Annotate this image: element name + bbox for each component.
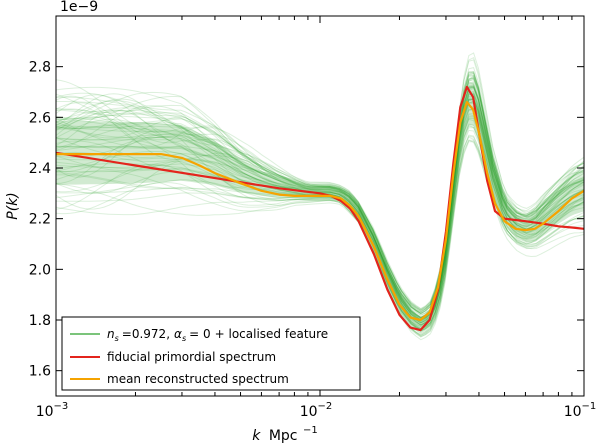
y-tick-label: 2.4 [29, 161, 51, 177]
realisation-line [56, 52, 584, 314]
x-axis-label: k Mpc −1 [252, 425, 317, 444]
realisation-line [56, 125, 584, 332]
x-tick-exp: −3 [54, 401, 69, 412]
realisation-line [56, 74, 584, 310]
y-tick-label: 1.8 [29, 313, 51, 329]
legend-box [61, 316, 361, 391]
realisation-line [56, 139, 584, 332]
legend-label-fiducial: fiducial primordial spectrum [107, 350, 276, 364]
legend-as: α [174, 327, 182, 341]
x-axis-label-unit: Mpc [269, 428, 298, 444]
svg-text:k Mpc −1: k Mpc −1 [252, 425, 317, 444]
realisation-line [56, 79, 584, 319]
realisation-line [56, 127, 584, 336]
realisation-line [56, 75, 584, 323]
realisation-line [56, 77, 584, 318]
realisation-line [56, 92, 584, 322]
legend-label-band: ns =0.972, αs = 0 + localised feature [107, 327, 328, 343]
y-tick-label: 2.6 [29, 110, 51, 126]
realisation-line [56, 77, 584, 315]
realisation-line [56, 73, 584, 315]
realisation-line [56, 82, 584, 313]
realisation-line [56, 87, 584, 320]
realisation-line [56, 90, 584, 321]
realisation-line [56, 75, 584, 312]
realisation-line [56, 70, 584, 313]
realisation-line [56, 95, 584, 315]
mean-reconstructed-line [56, 101, 584, 322]
y-axis-label: P(k) [5, 192, 21, 219]
realisation-line [56, 76, 584, 321]
x-axis-label-exp: −1 [303, 425, 318, 436]
realisation-line [56, 71, 584, 314]
legend-label-mean: mean reconstructed spectrum [107, 372, 289, 386]
series-lines [56, 85, 584, 332]
realisation-line [56, 98, 584, 316]
y-tick-label: 1.6 [29, 364, 51, 380]
legend: ns =0.972, αs = 0 + localised feature fiduci… [61, 316, 361, 391]
realisation-line [56, 86, 584, 319]
x-tick-label: 10−2 [300, 401, 333, 420]
realisation-line [56, 86, 584, 319]
realisation-line [56, 86, 584, 311]
x-tick-base: 10 [300, 404, 318, 420]
realisation-line [56, 84, 584, 320]
legend-as-val: = 0 [189, 327, 211, 341]
realisation-line [56, 67, 584, 311]
y-tick-label: 2.2 [29, 212, 51, 228]
realisation-line [56, 91, 584, 321]
realisation-line [56, 77, 584, 318]
x-tick-exp: −1 [582, 401, 597, 412]
realisation-line [56, 123, 584, 332]
legend-as-sub: s [182, 334, 186, 343]
realisation-line [56, 93, 584, 322]
realisation-line [56, 98, 584, 326]
realisation-line [56, 71, 584, 313]
realisation-line [56, 129, 584, 336]
y-offset-label: 1e−9 [60, 0, 98, 15]
x-tick-label: 10−3 [36, 401, 69, 420]
y-tick-label: 2.8 [29, 60, 51, 76]
realisation-line [56, 95, 584, 318]
y-tick-label: 2.0 [29, 262, 51, 278]
x-tick-base: 10 [564, 404, 582, 420]
x-tick-label: 10−1 [564, 401, 597, 420]
realisation-band-core [56, 81, 584, 334]
realisation-line [56, 59, 584, 310]
x-axis-label-k: k [252, 428, 261, 444]
legend-ns: n [107, 327, 115, 341]
realisation-line [56, 71, 584, 311]
x-tick-base: 10 [36, 404, 54, 420]
realisation-line [56, 87, 584, 319]
x-tick-exp: −2 [318, 401, 333, 412]
realisation-line [56, 57, 584, 311]
realisation-line [56, 107, 584, 332]
realisation-line [56, 86, 584, 330]
realisation-line [56, 100, 584, 326]
legend-rest: + localised feature [215, 327, 329, 341]
realisation-line [56, 118, 584, 336]
realisation-line [56, 118, 584, 331]
axis-ticks: 1.61.82.02.22.42.62.810−3 10−2 10−1 [29, 16, 597, 420]
plot-frame [55, 15, 585, 397]
realisation-line [56, 91, 584, 314]
realisation-line [56, 101, 584, 321]
legend-ns-sub: s [115, 334, 119, 343]
realisation-line [56, 85, 584, 319]
legend-ns-val: =0.972, [122, 327, 170, 341]
realisation-line [56, 72, 584, 314]
